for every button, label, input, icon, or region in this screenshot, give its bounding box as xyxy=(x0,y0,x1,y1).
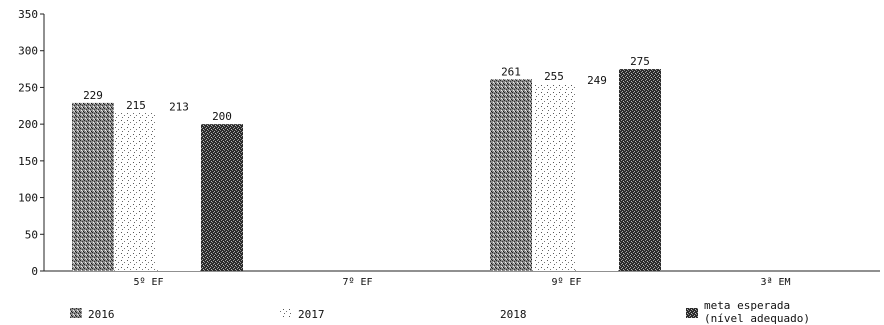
data-label: 255 xyxy=(544,70,564,83)
data-label: 213 xyxy=(169,101,189,114)
x-tick-label: 7º EF xyxy=(342,277,372,288)
legend-swatch xyxy=(482,308,494,318)
legend-label: meta esperada xyxy=(704,299,790,312)
y-tick-label: 150 xyxy=(18,155,38,168)
legend-label: 2017 xyxy=(298,308,325,321)
legend: 2016 2017 2018 meta esperada(nível adequado… xyxy=(70,299,810,325)
data-labels: 229 215 213 200 261 255 249 275 xyxy=(83,55,650,123)
y-tick-label: 100 xyxy=(18,192,38,205)
bar xyxy=(115,113,157,271)
data-label: 215 xyxy=(126,99,146,112)
legend-swatch xyxy=(70,308,82,318)
bar xyxy=(201,124,243,272)
legend-swatch xyxy=(686,308,698,318)
y-tick-label: 250 xyxy=(18,81,38,94)
legend-label: 2016 xyxy=(88,308,115,321)
x-tick-label: 5º EF xyxy=(133,277,163,288)
data-label: 200 xyxy=(212,110,232,123)
bars xyxy=(72,69,661,272)
data-label: 229 xyxy=(83,89,103,102)
x-tick-label: 9º EF xyxy=(551,277,581,288)
bar xyxy=(490,79,532,271)
data-label: 261 xyxy=(501,65,521,78)
legend-label: 2018 xyxy=(500,308,527,321)
legend-swatch xyxy=(280,308,292,318)
bar xyxy=(158,114,200,272)
x-tick-label: 3ª EM xyxy=(760,277,790,288)
bar xyxy=(576,88,618,271)
y-tick-label: 0 xyxy=(31,265,38,278)
data-label: 275 xyxy=(630,55,650,68)
y-tick-label: 350 xyxy=(18,8,38,21)
bar xyxy=(533,83,575,271)
y-tick-label: 50 xyxy=(25,228,38,241)
data-label: 249 xyxy=(587,74,607,87)
bar xyxy=(72,102,114,271)
y-tick-label: 300 xyxy=(18,45,38,58)
y-tick-label: 200 xyxy=(18,118,38,131)
legend-label: (nível adequado) xyxy=(704,312,810,325)
bar xyxy=(619,69,661,271)
